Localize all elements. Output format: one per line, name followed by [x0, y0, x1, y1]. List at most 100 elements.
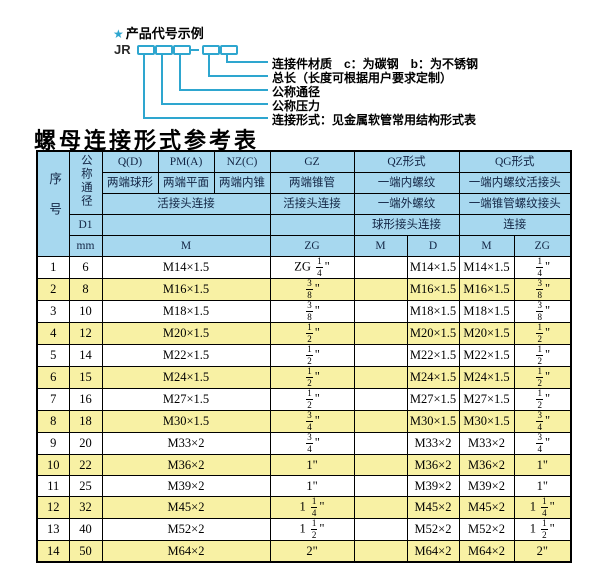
nut-connection-table: 序号 公称通径 Q(D) PM(A) NZ(C) GZ QZ形式 QG形式 两端… — [36, 150, 572, 563]
cell-qg-m: M33×2 — [458, 432, 515, 455]
cell-seq: 12 — [36, 496, 70, 519]
cell-qz-m — [353, 344, 408, 367]
cell-seq: 8 — [36, 410, 70, 433]
cell-dn: 16 — [68, 388, 103, 411]
diagram-title-text: 产品代号示例 — [125, 26, 204, 41]
header-unit-qg-zg: ZG — [513, 235, 572, 257]
cell-qz-d: M39×2 — [406, 475, 460, 497]
cell-seq: 6 — [36, 366, 70, 389]
cell-qg-zg: 1 2 " — [513, 344, 572, 367]
cell-zg: 2" — [269, 540, 355, 563]
code-prefix: JR — [114, 42, 131, 57]
header-nzc-desc: 两端内锥 — [213, 172, 271, 194]
header-unit-qz-m: M — [353, 235, 408, 257]
cell-qg-m: M20×1.5 — [458, 322, 515, 345]
table-row: 4 12 M20×1.5 1 2 " M20×1.5 M20×1.5 1 2 " — [36, 322, 572, 345]
connector-line — [226, 53, 228, 63]
cell-qz-m — [353, 410, 408, 433]
cell-qg-zg: 1 1 4 " — [513, 496, 572, 519]
code-dash — [191, 49, 199, 51]
cell-m: M20×1.5 — [101, 322, 271, 345]
cell-qg-m: M64×2 — [458, 540, 515, 563]
cell-zg: 1" — [269, 475, 355, 497]
cell-zg: 3 8 " — [269, 300, 355, 323]
cell-seq: 13 — [36, 518, 70, 541]
header-gz: GZ — [269, 150, 355, 173]
cell-qg-m: M14×1.5 — [458, 256, 515, 279]
cell-seq: 3 — [36, 300, 70, 323]
cell-qz-m — [353, 496, 408, 519]
header-qd-desc: 两端球形 — [101, 172, 159, 194]
table-title: 螺母连接形式参考表 — [34, 128, 260, 153]
cell-qg-zg: 1 1 2 " — [513, 518, 572, 541]
cell-zg: 1 2 " — [269, 388, 355, 411]
header-unit-zg: ZG — [269, 235, 355, 257]
table-row: 2 8 M16×1.5 3 8 " M16×1.5 M16×1.5 3 8 " — [36, 278, 572, 301]
cell-dn: 50 — [68, 540, 103, 563]
header-nzc: NZ(C) — [213, 150, 271, 173]
header-gz-desc: 两端锥管 — [269, 172, 355, 194]
cell-qz-d: M27×1.5 — [406, 388, 460, 411]
connector-line — [161, 53, 163, 105]
cell-dn: 20 — [68, 432, 103, 455]
header-dn-label: 公称通径 — [79, 154, 92, 209]
cell-seq: 11 — [36, 475, 70, 497]
cell-seq: 5 — [36, 344, 70, 367]
cell-dn: 10 — [68, 300, 103, 323]
table-row: 10 22 M36×2 1" M36×2 M36×2 1" — [36, 454, 572, 476]
header-seq-label: 序号 — [47, 171, 62, 233]
table-row: 8 18 M30×1.5 3 4 " M30×1.5 M30×1.5 3 4 " — [36, 410, 572, 433]
cell-qz-m — [353, 300, 408, 323]
cell-m: M52×2 — [101, 518, 271, 541]
cell-qg-zg: 1" — [513, 475, 572, 497]
cell-seq: 2 — [36, 278, 70, 301]
cell-qz-d: M30×1.5 — [406, 410, 460, 433]
cell-qg-zg: 3 8 " — [513, 278, 572, 301]
connector-line — [143, 53, 145, 119]
cell-qz-m — [353, 432, 408, 455]
cell-qz-m — [353, 518, 408, 541]
header-seq: 序号 — [36, 150, 70, 257]
cell-qg-zg: 3 4 " — [513, 410, 572, 433]
cell-seq: 1 — [36, 256, 70, 279]
cell-zg: 3 4 " — [269, 410, 355, 433]
cell-m: M30×1.5 — [101, 410, 271, 433]
code-box — [173, 45, 191, 55]
cell-qg-m: M36×2 — [458, 454, 515, 476]
cell-qz-m — [353, 322, 408, 345]
cell-zg: 1 2 " — [269, 366, 355, 389]
cell-qg-m: M30×1.5 — [458, 410, 515, 433]
connector-line — [161, 103, 268, 105]
cell-m: M14×1.5 — [101, 256, 271, 279]
cell-qg-m: M24×1.5 — [458, 366, 515, 389]
cell-seq: 7 — [36, 388, 70, 411]
diagram-label-pressure: 公称压力 — [272, 99, 321, 113]
code-box — [137, 45, 155, 55]
code-box — [155, 45, 173, 55]
cell-seq: 9 — [36, 432, 70, 455]
table-row: 14 50 M64×2 2" M64×2 M64×2 2" — [36, 540, 572, 563]
connector-line — [208, 53, 210, 77]
cell-m: M39×2 — [101, 475, 271, 497]
cell-dn: 15 — [68, 366, 103, 389]
header-qd: Q(D) — [101, 150, 159, 173]
star-icon: ★ — [113, 27, 124, 41]
cell-dn: 14 — [68, 344, 103, 367]
table-row: 9 20 M33×2 3 4 " M33×2 M33×2 3 4 " — [36, 432, 572, 455]
code-box — [220, 45, 238, 55]
header-pma: PM(A) — [157, 150, 215, 173]
cell-zg: 1 1 2 " — [269, 518, 355, 541]
cell-zg: ZG 1 4 " — [269, 256, 355, 279]
